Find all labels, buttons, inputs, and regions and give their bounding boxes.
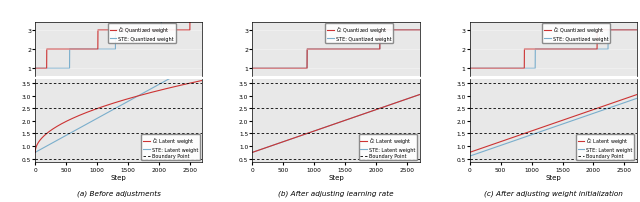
Legend: $\hat{G}$: Latent weight, STE: Latent weight, Boundary Point: $\hat{G}$: Latent weight, STE: Latent we… xyxy=(576,134,634,160)
Legend: $\hat{G}$: Quantized weight, STE: Quantized weight: $\hat{G}$: Quantized weight, STE: Quanti… xyxy=(542,23,610,44)
Legend: $\hat{G}$: Latent weight, STE: Latent weight, Boundary Point: $\hat{G}$: Latent weight, STE: Latent we… xyxy=(141,134,200,160)
X-axis label: Step: Step xyxy=(328,174,344,180)
Text: (b) After adjusting learning rate: (b) After adjusting learning rate xyxy=(278,189,394,196)
Text: (c) After adjusting weight initialization: (c) After adjusting weight initializatio… xyxy=(484,189,623,196)
Legend: $\hat{G}$: Quantized weight, STE: Quantized weight: $\hat{G}$: Quantized weight, STE: Quanti… xyxy=(108,23,175,44)
X-axis label: Step: Step xyxy=(545,174,561,180)
X-axis label: Step: Step xyxy=(111,174,127,180)
Legend: $\hat{G}$: Quantized weight, STE: Quantized weight: $\hat{G}$: Quantized weight, STE: Quanti… xyxy=(325,23,393,44)
Text: (a) Before adjustments: (a) Before adjustments xyxy=(77,189,161,196)
Legend: $\hat{G}$: Latent weight, STE: Latent weight, Boundary Point: $\hat{G}$: Latent weight, STE: Latent we… xyxy=(358,134,417,160)
